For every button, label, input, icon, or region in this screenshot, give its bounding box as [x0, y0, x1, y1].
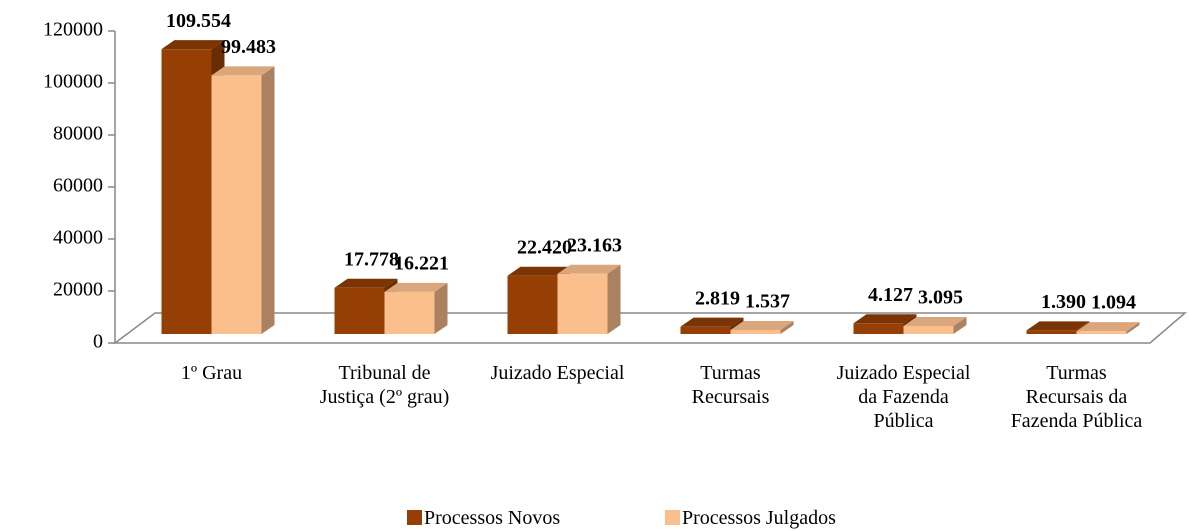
bar: [1026, 330, 1077, 334]
value-label: 1.094: [1091, 292, 1136, 314]
bar: [211, 75, 262, 334]
value-label: 1.390: [1041, 291, 1086, 313]
bar-top: [1026, 321, 1090, 331]
value-label: 99.483: [221, 36, 276, 58]
legend-swatch: [407, 510, 422, 525]
value-label: 109.554: [166, 10, 231, 32]
value-label: 2.819: [695, 287, 740, 309]
value-label: 22.420: [517, 236, 572, 258]
value-label: 23.163: [567, 234, 622, 256]
bar: [1076, 331, 1127, 334]
bar: [853, 323, 904, 334]
legend-swatch: [665, 510, 680, 525]
y-tick-label: 60000: [53, 175, 103, 197]
value-label: 17.778: [344, 248, 399, 270]
legend-label: Processos Novos: [424, 507, 561, 529]
bar-side: [607, 264, 621, 334]
bar-side: [434, 282, 448, 334]
x-tick-label: Tribunal de Justiça (2º grau): [319, 362, 450, 408]
y-tick-label: 100000: [43, 71, 103, 93]
floor: [112, 312, 1188, 344]
bar-top: [384, 282, 448, 292]
bar-top: [680, 317, 744, 327]
bar-top: [853, 314, 917, 324]
bar-side: [780, 321, 794, 334]
bar: [730, 330, 781, 334]
x-tick-label: Juizado Especial da Fazenda Pública: [836, 362, 971, 432]
bar: [384, 291, 435, 334]
x-tick-label: 1º Grau: [180, 362, 243, 384]
bar-top: [1076, 322, 1140, 332]
x-tick-label: Turmas Recursais: [691, 362, 770, 408]
y-tick-label: 20000: [53, 279, 103, 301]
bar-top: [903, 316, 967, 326]
value-label: 1.537: [745, 291, 790, 313]
x-tick-label: Turmas Recursais da Fazenda Pública: [1010, 362, 1143, 432]
bar: [903, 325, 954, 334]
value-label: 16.221: [394, 252, 449, 274]
bar-top: [507, 266, 571, 276]
bar: [507, 275, 558, 334]
bar-top: [211, 66, 275, 76]
bar-top: [557, 264, 621, 274]
value-label: 4.127: [868, 284, 913, 306]
bar-side: [261, 66, 275, 334]
legend-label: Processos Julgados: [682, 507, 836, 529]
bar-side: [953, 316, 967, 334]
bar: [557, 273, 608, 334]
bar: [161, 49, 212, 334]
bar-top: [161, 40, 225, 50]
x-tick-label: Juizado Especial: [490, 362, 625, 384]
bar: [334, 287, 385, 334]
value-label: 3.095: [918, 287, 963, 309]
bar-side: [1126, 322, 1140, 334]
bar-top: [730, 321, 794, 331]
bar-top: [334, 278, 398, 288]
y-tick-label: 80000: [53, 123, 103, 145]
y-tick-label: 40000: [53, 227, 103, 249]
y-tick-label: 0: [93, 331, 103, 353]
bar: [680, 326, 731, 334]
y-tick-label: 120000: [43, 19, 103, 41]
